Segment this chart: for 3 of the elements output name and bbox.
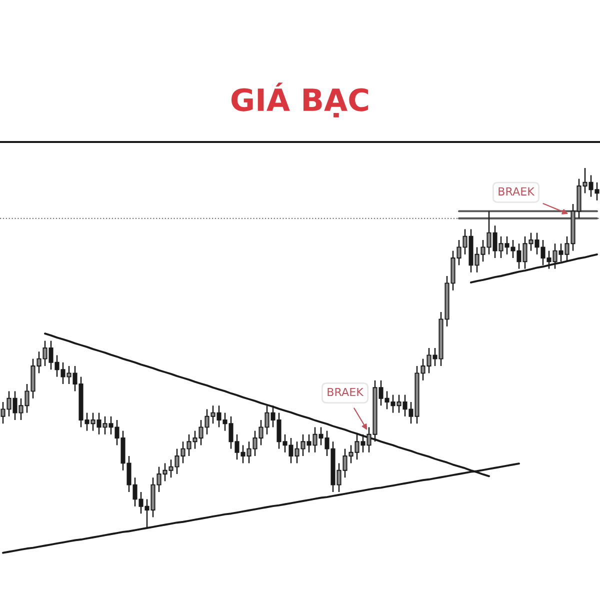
annotation: BRAEK bbox=[328, 388, 364, 396]
annotation: BRAEK bbox=[498, 187, 535, 196]
chart-title: GIÁ BẠC bbox=[231, 82, 368, 118]
